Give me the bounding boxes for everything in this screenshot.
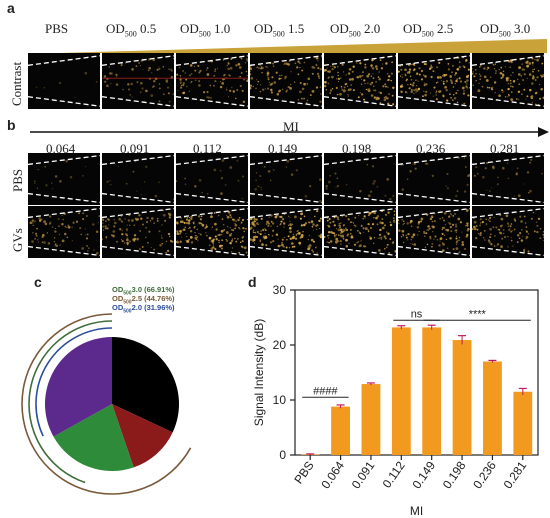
significance-label-2: **** (469, 308, 487, 320)
contrast-tile-5 (398, 53, 470, 109)
bar-5 (452, 340, 472, 455)
y-tick-label-3: 30 (273, 283, 287, 297)
panel-b-tile-1-5 (398, 206, 470, 258)
panel-b-tile-0-5 (398, 153, 470, 205)
panel-b-tile-0-2 (176, 153, 248, 205)
mi-value-1: 0.091 (120, 141, 150, 156)
od-label-5: OD500 2.5 (403, 21, 454, 39)
mi-arrow (30, 127, 549, 137)
contrast-row-label: Contrast (9, 61, 24, 106)
y-tick-label-1: 10 (273, 393, 287, 407)
concentration-wedge (60, 39, 547, 53)
pie-slice-2 (53, 404, 134, 471)
mi-value-4: 0.198 (342, 141, 372, 156)
panel-b-tile-0-3 (250, 153, 322, 205)
panel-b-tile-1-4 (324, 206, 396, 258)
pie-legend-entry-2: OD5002.0 (31.96%) (112, 303, 175, 315)
gvs-image-row (28, 206, 546, 258)
x-tick-label-1: 0.064 (318, 458, 347, 491)
od-label-6: OD500 3.0 (480, 21, 531, 39)
panel-b-tile-1-1 (102, 206, 174, 258)
panel-b-tile-0-1 (102, 153, 174, 205)
significance-label-1: ns (411, 308, 423, 320)
panel-b-tile-1-3 (250, 206, 322, 258)
signal-intensity-bar-chart: 0 10 20 30 Signal Intensity (dB) PBS 0.064 0.09… (252, 283, 539, 518)
od-label-0: PBS (45, 21, 69, 36)
panel-b-row-label-0: PBS (10, 168, 25, 192)
contrast-tile-1 (102, 53, 174, 109)
contrast-tile-2 (176, 53, 248, 109)
pie-legend-entry-1: OD5002.5 (44.76%) (112, 294, 175, 306)
x-axis-title: MI (410, 504, 423, 518)
contrast-image-row (28, 53, 546, 109)
x-tick-label-4: 0.149 (409, 458, 438, 491)
pbs-image-row (28, 153, 546, 205)
mi-axis-title: MI (283, 119, 299, 134)
panel-b-tile-1-6 (472, 206, 544, 258)
mi-value-3: 0.149 (268, 141, 298, 156)
panel-b-row-label-1: GVs (10, 228, 25, 252)
significance-label-0: #### (313, 385, 338, 397)
panel-b-tile-0-6 (472, 153, 544, 205)
bar-1 (331, 406, 350, 455)
panel-d-letter: d (248, 274, 257, 290)
bar-3 (391, 327, 411, 455)
x-tick-label-7: 0.281 (501, 458, 530, 491)
mi-value-2: 0.112 (193, 141, 222, 156)
bar-2 (361, 384, 381, 455)
od-label-1: OD500 0.5 (106, 21, 157, 39)
y-tick-label-0: 0 (279, 448, 286, 462)
pie-arc-2 (35, 327, 113, 437)
pie-slice-0 (112, 337, 179, 433)
bar-4 (422, 327, 442, 455)
pie-arc-0 (21, 313, 192, 495)
od-label-4: OD500 2.0 (330, 21, 381, 39)
x-tick-label-0: PBS (291, 459, 316, 487)
bar-7 (513, 391, 533, 455)
plot-frame (294, 289, 539, 456)
bar-6 (483, 361, 502, 455)
panel-b-tile-1-0 (28, 206, 100, 258)
contrast-tile-3 (250, 53, 322, 109)
y-tick-label-2: 20 (273, 338, 287, 352)
panel-b-letter: b (7, 117, 16, 133)
mi-value-5: 0.236 (416, 141, 446, 156)
pie-arc-1 (28, 320, 113, 484)
od-label-2: OD500 1.0 (180, 21, 231, 39)
pie-slice-1 (112, 404, 173, 468)
contrast-tile-6 (472, 53, 544, 109)
mi-value-6: 0.281 (490, 141, 520, 156)
contrast-tile-4 (324, 53, 396, 109)
panel-b-tile-0-0 (28, 153, 100, 205)
contrast-tile-0 (28, 53, 100, 109)
pie-slice-3 (44, 337, 112, 437)
x-tick-label-6: 0.236 (470, 458, 499, 491)
panel-b-tile-0-4 (324, 153, 396, 205)
panel-c-letter: c (34, 274, 42, 290)
panel-b-tile-1-2 (176, 206, 248, 258)
y-axis-title: Signal Intensity (dB) (252, 319, 266, 426)
panel-a-letter: a (7, 0, 15, 16)
x-tick-label-3: 0.112 (380, 458, 408, 490)
x-tick-label-5: 0.198 (440, 458, 469, 491)
pie-chart (21, 313, 192, 495)
pie-legend-entry-0: OD5003.0 (66.91%) (112, 285, 175, 297)
mi-value-0: 0.064 (46, 141, 76, 156)
x-tick-label-2: 0.091 (349, 458, 378, 491)
od-label-3: OD500 1.5 (254, 21, 305, 39)
